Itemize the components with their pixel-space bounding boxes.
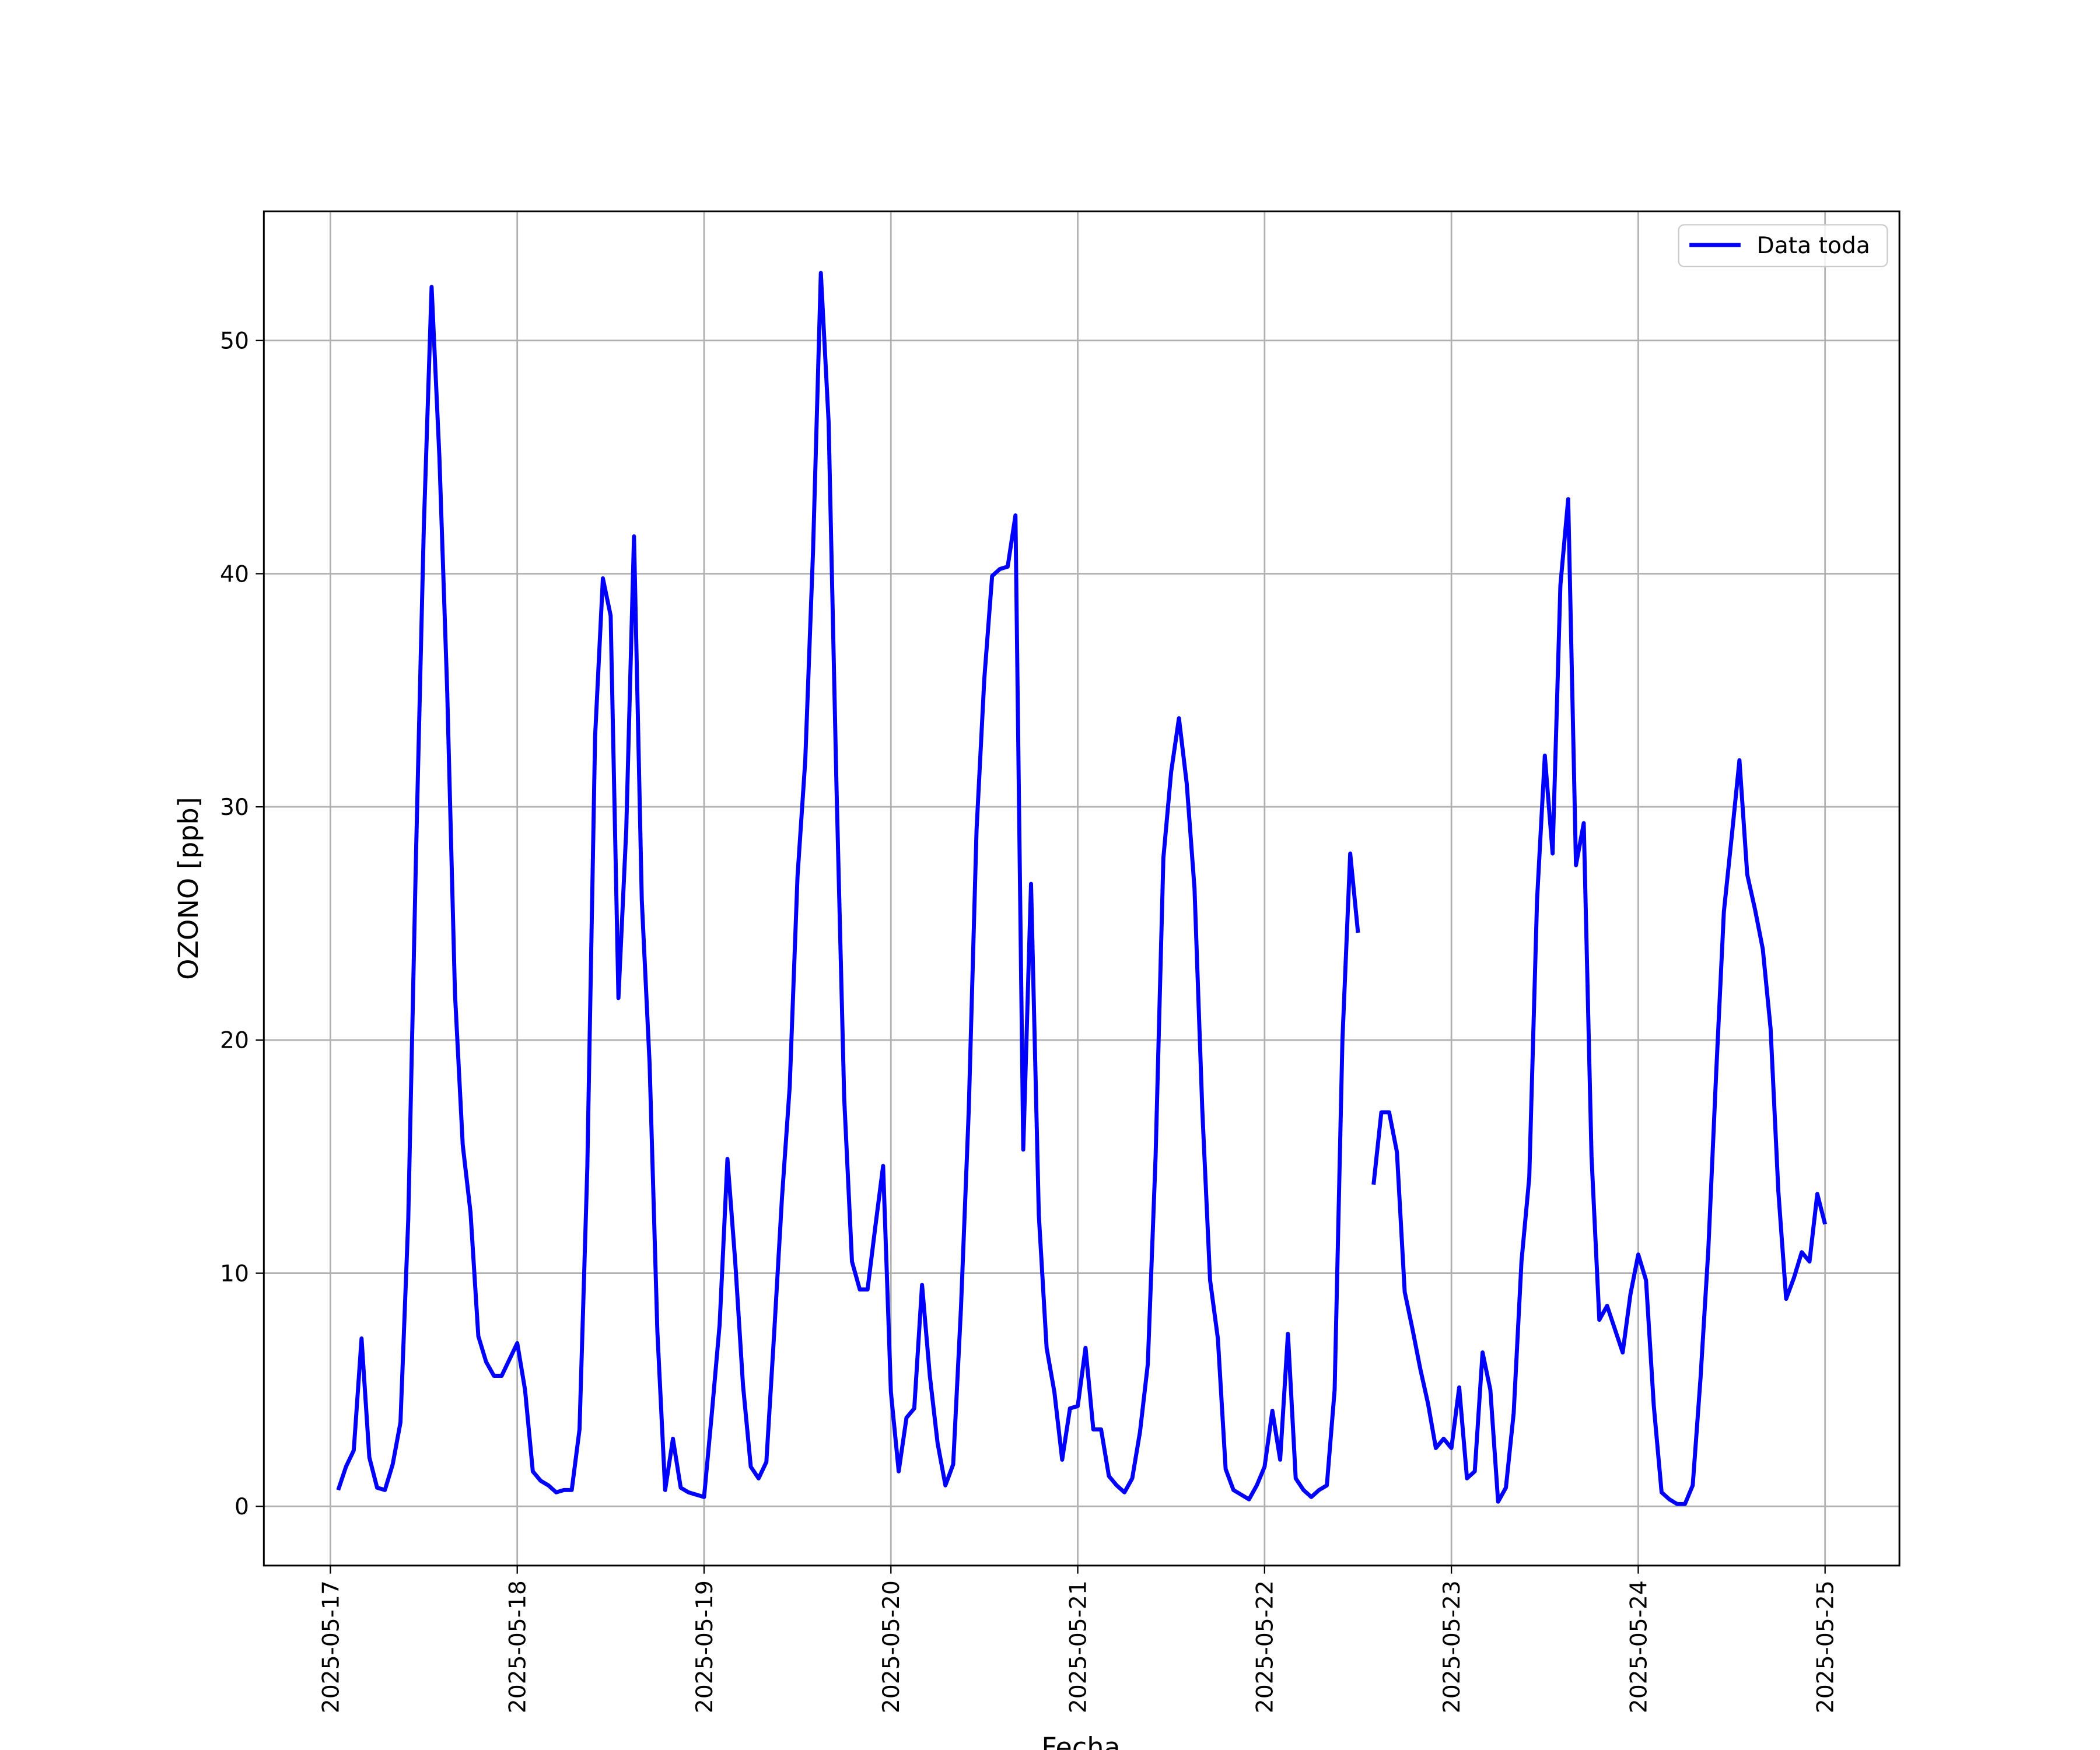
- x-axis-label: Fecha: [1041, 1732, 1120, 1750]
- y-tick-label: 20: [220, 1028, 249, 1054]
- plot-frame: [262, 210, 1901, 1567]
- y-axis-label: OZONO [ppb]: [173, 797, 204, 980]
- y-tick-label: 40: [220, 561, 249, 587]
- x-tick-label: 2025-05-23: [1439, 1580, 1465, 1713]
- y-tick-label: 10: [220, 1261, 249, 1287]
- x-tick-label: 2025-05-18: [505, 1580, 531, 1713]
- legend-box: [1678, 224, 1888, 268]
- x-tick-label: 2025-05-24: [1626, 1580, 1652, 1713]
- legend: Data toda: [1678, 224, 1888, 268]
- data-line: [336, 271, 1828, 1506]
- x-tick-label: 2025-05-20: [878, 1580, 905, 1713]
- y-tick-label: 50: [220, 328, 249, 355]
- x-tick-label: 2025-05-25: [1813, 1580, 1839, 1713]
- x-tick-label: 2025-05-22: [1252, 1580, 1279, 1713]
- y-tick-label: 0: [235, 1494, 249, 1520]
- x-tick-label: 2025-05-17: [318, 1580, 344, 1713]
- x-tick-label: 2025-05-19: [692, 1580, 718, 1713]
- legend-label: Data toda: [1757, 233, 1870, 259]
- y-tick-label: 30: [220, 794, 249, 821]
- x-tick-label: 2025-05-21: [1065, 1580, 1091, 1713]
